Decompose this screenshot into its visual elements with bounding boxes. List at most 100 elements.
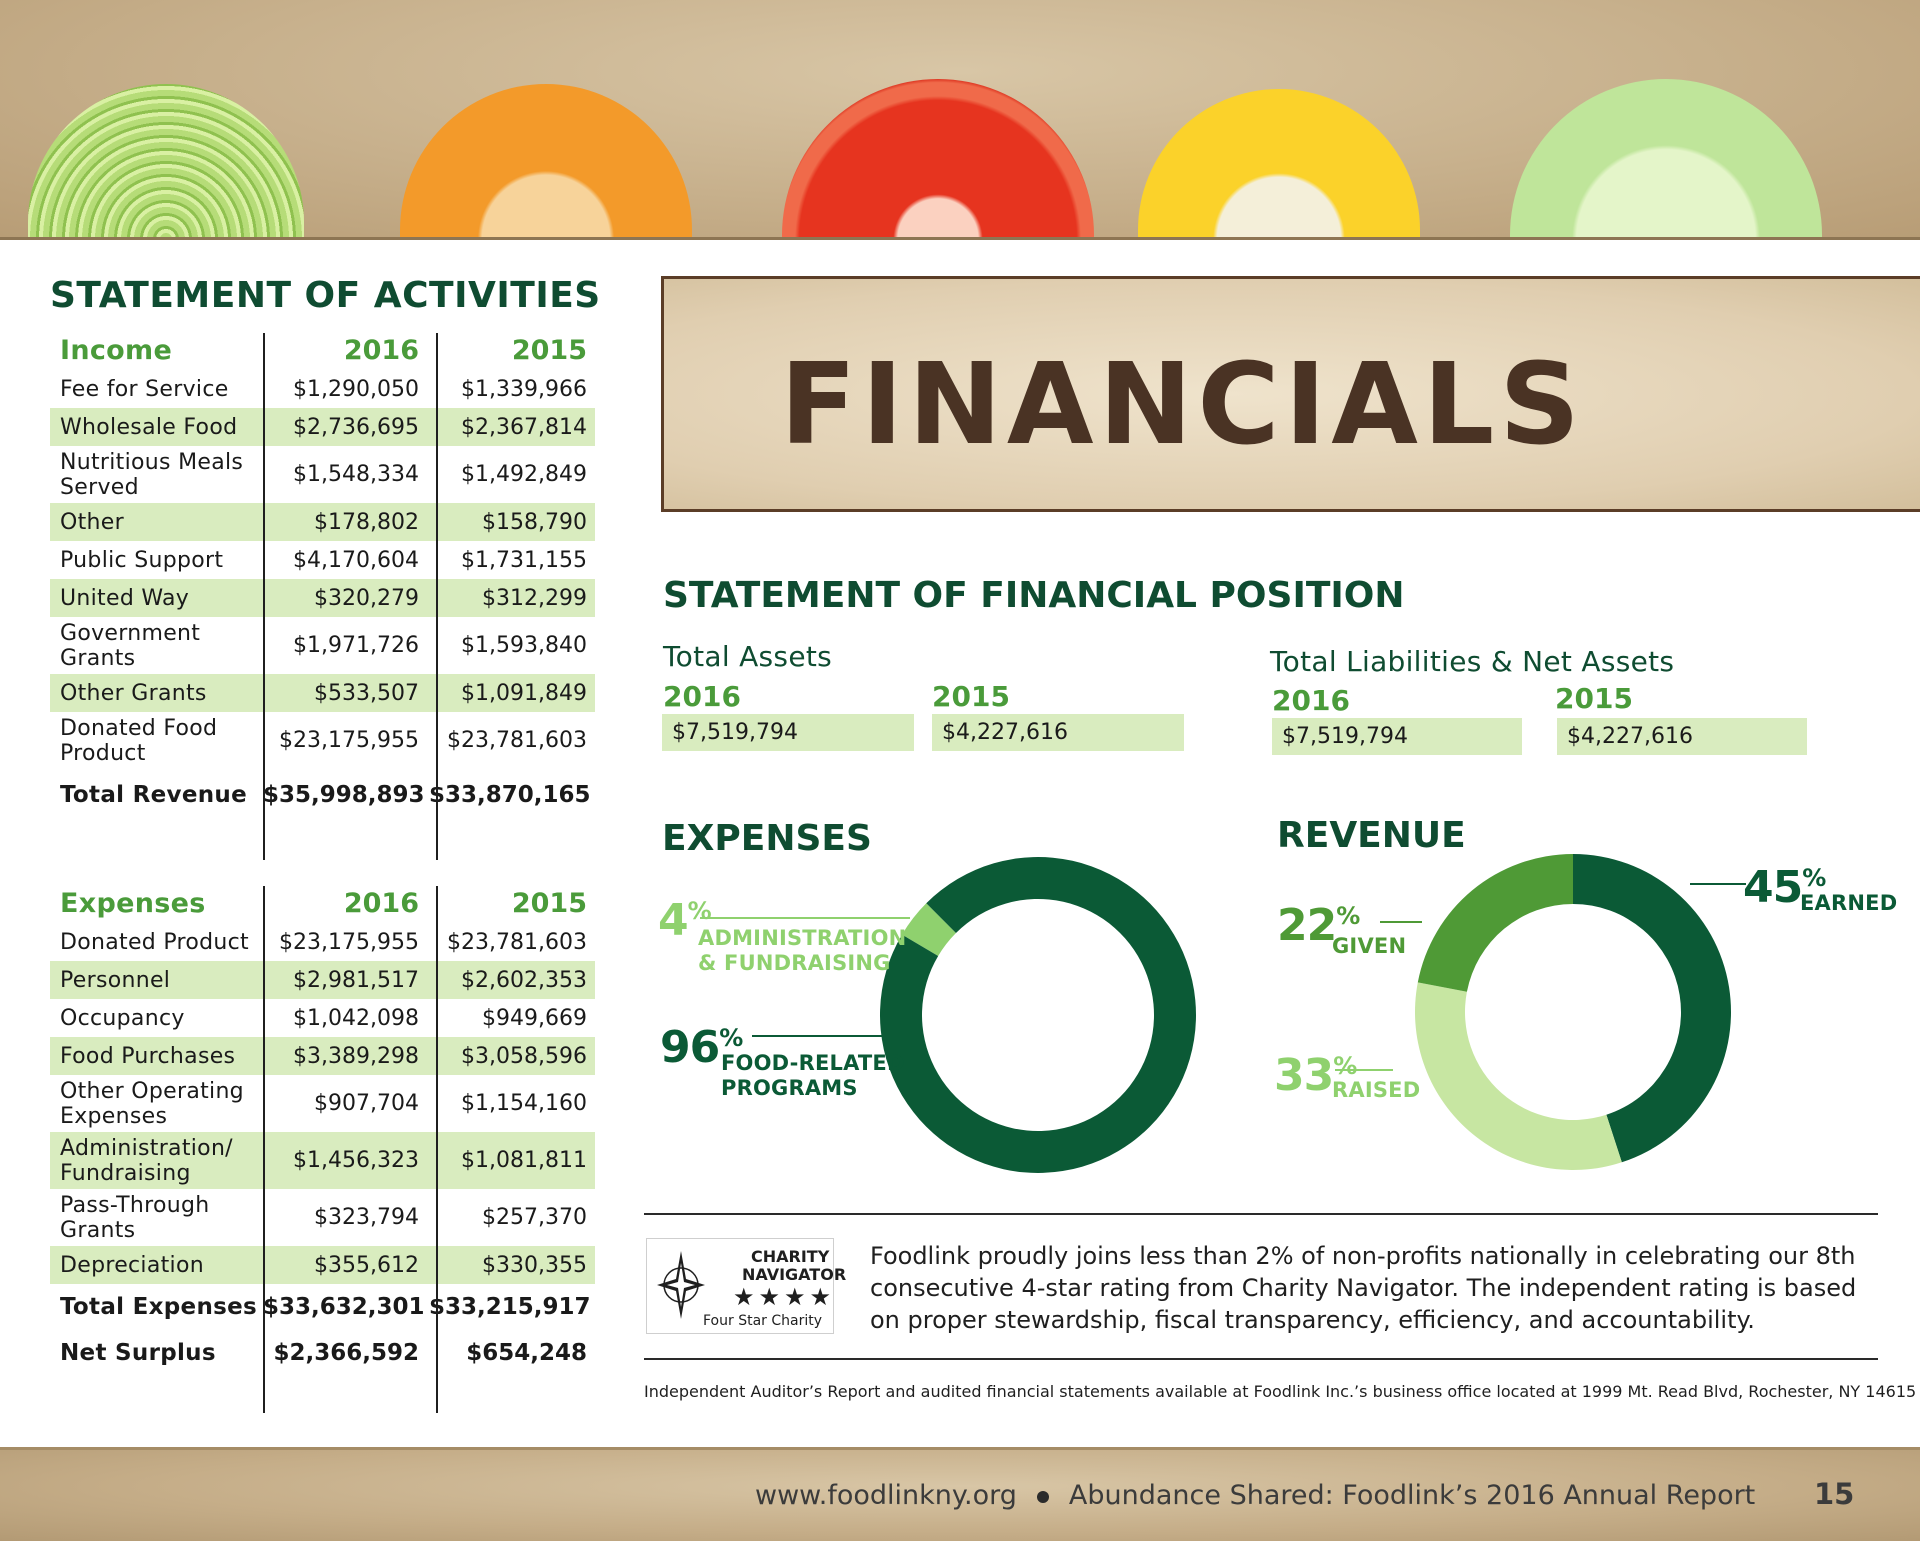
food-programs-slice <box>880 857 1196 1173</box>
table-row: Pass-Through Grants $323,794 $257,370 <box>50 1189 595 1246</box>
row-label: Total Expenses <box>60 1293 258 1320</box>
value-2015: $2,602,353 <box>461 967 587 993</box>
row-label: Total Revenue <box>60 781 247 808</box>
footer-band <box>0 1447 1920 1541</box>
row-label: Pass-Through Grants <box>60 1192 210 1243</box>
value-2016: $1,971,726 <box>293 633 419 658</box>
table-row: Other Grants $533,507 $1,091,849 <box>50 674 595 712</box>
compass-star-icon <box>657 1251 705 1319</box>
value-2015: $23,781,603 <box>447 929 587 955</box>
total-assets-label: Total Assets <box>663 640 833 673</box>
assets-value-2015: $4,227,616 <box>932 714 1184 751</box>
table-row: Other Operating Expenses $907,704 $1,154,1… <box>50 1075 595 1132</box>
badge-line-navigator: NAVIGATOR <box>742 1265 847 1284</box>
expenses-donut-chart <box>880 857 1196 1173</box>
corn-image <box>1138 89 1420 237</box>
earned-pct: 45% <box>1743 862 1826 913</box>
value-2015: $33,870,165 <box>429 782 591 808</box>
expenses-chart-title: EXPENSES <box>662 818 872 859</box>
assets-year-2016: 2016 <box>663 680 741 713</box>
table-row: Administration/ Fundraising $1,456,323 $1,… <box>50 1132 595 1189</box>
table-row: United Way $320,279 $312,299 <box>50 579 595 617</box>
value-2015: $1,492,849 <box>461 462 587 487</box>
value-2016: $33,632,301 <box>263 1294 425 1320</box>
value-2016: $355,612 <box>314 1252 419 1278</box>
row-label: Other Operating Expenses <box>60 1078 244 1129</box>
expenses-header-row: Expenses 2016 2015 <box>50 883 595 923</box>
report-name: Abundance Shared: Foodlink’s 2016 Annual… <box>1068 1480 1756 1511</box>
value-2015: $1,731,155 <box>461 547 587 573</box>
value-2016: $3,389,298 <box>293 1043 419 1069</box>
table-row: Fee for Service $1,290,050 $1,339,966 <box>50 370 595 408</box>
cabbage-image <box>28 84 304 237</box>
header-label: Income <box>60 334 173 366</box>
header-year-2015: 2015 <box>511 887 587 919</box>
value-2016: $1,456,323 <box>293 1148 419 1173</box>
value-2016: $23,175,955 <box>279 728 419 753</box>
row-label: Fee for Service <box>60 376 229 402</box>
earned-leader-line <box>1690 883 1746 885</box>
raised-leader-line <box>1335 1069 1393 1071</box>
table-row: Nutritious Meals Served $1,548,334 $1,492,… <box>50 446 595 503</box>
header-year-2015: 2015 <box>511 334 587 366</box>
row-label: Other <box>60 509 124 535</box>
row-label: United Way <box>60 585 190 611</box>
table-divider <box>263 886 265 1413</box>
badge-line-charity: CHARITY <box>751 1247 830 1266</box>
table-row: Food Purchases $3,389,298 $3,058,596 <box>50 1037 595 1075</box>
table-row: Donated Food Product $23,175,955 $23,781,6… <box>50 712 595 769</box>
table-row: Occupancy $1,042,098 $949,669 <box>50 999 595 1037</box>
badge-four-star-text: Four Star Charity <box>703 1313 823 1329</box>
value-2015: $1,154,160 <box>461 1091 587 1116</box>
row-label: Donated Product <box>60 929 249 955</box>
revenue-chart-title: REVENUE <box>1277 815 1466 856</box>
total-liabilities-label: Total Liabilities & Net Assets <box>1270 645 1675 678</box>
charity-navigator-badge: CHARITY NAVIGATOR ★★★★ Four Star Charity <box>646 1238 846 1334</box>
value-2015: $654,248 <box>466 1340 587 1366</box>
given-leader-line <box>1380 921 1422 923</box>
table-divider <box>436 886 438 1413</box>
value-2015: $949,669 <box>482 1005 587 1031</box>
raised-slice <box>1415 982 1622 1170</box>
activities-title: STATEMENT OF ACTIVITIES <box>50 275 601 316</box>
cucumber-image <box>1510 79 1822 237</box>
table-divider <box>263 333 265 860</box>
section-divider <box>644 1213 1878 1215</box>
table-row: Depreciation $355,612 $330,355 <box>50 1246 595 1284</box>
financials-banner <box>661 276 1920 512</box>
value-2015: $1,081,811 <box>461 1148 587 1173</box>
admin-pct: 4% <box>658 895 712 946</box>
page-number: 15 <box>1814 1477 1855 1511</box>
assets-year-2015: 2015 <box>932 680 1010 713</box>
value-2015: $1,593,840 <box>461 633 587 658</box>
total-expenses-row: Total Expenses $33,632,301 $33,215,917 <box>50 1284 595 1330</box>
value-2015: $3,058,596 <box>461 1043 587 1069</box>
value-2015: $33,215,917 <box>429 1294 591 1320</box>
table-divider <box>436 333 438 860</box>
row-label: Administration/ Fundraising <box>60 1135 233 1186</box>
income-table: Income 2016 2015 Fee for Service $1,290,050 $… <box>50 330 595 821</box>
bullet-dot <box>1036 1490 1049 1503</box>
table-row: Wholesale Food $2,736,695 $2,367,814 <box>50 408 595 446</box>
row-label: Food Purchases <box>60 1043 236 1069</box>
value-2015: $1,339,966 <box>461 376 587 402</box>
website-link[interactable]: www.foodlinkny.org <box>755 1480 1017 1511</box>
assets-value-2016: $7,519,794 <box>662 714 914 751</box>
value-2016: $2,981,517 <box>293 967 419 993</box>
raised-caption: RAISED <box>1332 1078 1421 1102</box>
header-label: Expenses <box>60 887 206 919</box>
liabilities-year-2015: 2015 <box>1555 682 1633 715</box>
header-year-2016: 2016 <box>343 887 419 919</box>
liabilities-value-2015: $4,227,616 <box>1557 718 1807 755</box>
raised-pct: 33% <box>1274 1050 1357 1101</box>
income-header-row: Income 2016 2015 <box>50 330 595 370</box>
row-label: Other Grants <box>60 680 207 706</box>
admin-fundraising-slice <box>902 903 956 956</box>
row-label: Government Grants <box>60 620 201 671</box>
value-2016: $1,548,334 <box>293 462 419 487</box>
value-2016: $1,042,098 <box>293 1005 419 1031</box>
food-programs-caption: FOOD-RELATED PROGRAMS <box>721 1051 905 1100</box>
expenses-table: Expenses 2016 2015 Donated Product $23,175,9… <box>50 883 595 1376</box>
value-2016: $2,736,695 <box>293 414 419 440</box>
row-label: Depreciation <box>60 1252 204 1278</box>
